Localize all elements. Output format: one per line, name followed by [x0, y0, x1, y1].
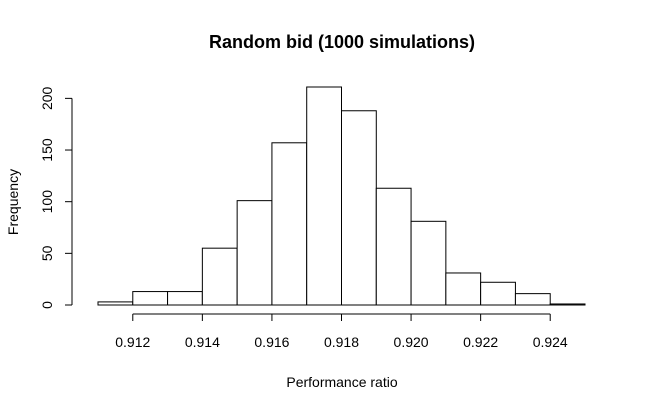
- histogram-bar: [445, 272, 482, 306]
- y-tick-label: 100: [39, 190, 55, 214]
- y-tick-label: 200: [39, 86, 55, 110]
- histogram-bar: [167, 291, 203, 306]
- x-tick-label: 0.924: [533, 334, 568, 350]
- histogram-bar: [549, 303, 586, 306]
- x-axis: 0.912 0.914 0.916 0.918 0.920 0.922 0.924: [115, 313, 568, 350]
- histogram-bar: [514, 293, 551, 306]
- x-tick-label: 0.914: [185, 334, 220, 350]
- y-axis-label: Frequency: [5, 169, 21, 235]
- bars-group: [97, 86, 586, 306]
- histogram-bar: [341, 110, 377, 306]
- histogram-bar: [375, 187, 412, 306]
- histogram-bar: [410, 220, 447, 306]
- histogram-bar: [480, 281, 516, 306]
- x-tick-label: 0.920: [394, 334, 429, 350]
- y-tick-label: 0: [39, 301, 55, 309]
- histogram-bar: [201, 247, 238, 306]
- x-tick-label: 0.912: [115, 334, 150, 350]
- histogram-bar: [97, 301, 134, 306]
- histogram-bar: [306, 86, 343, 306]
- x-tick-label: 0.922: [463, 334, 498, 350]
- chart-title: Random bid (1000 simulations): [209, 32, 475, 52]
- y-tick-label: 50: [39, 245, 55, 261]
- histogram-bar: [132, 291, 169, 306]
- x-axis-label: Performance ratio: [286, 374, 397, 390]
- y-axis: 0 50 100 150 200: [39, 86, 73, 309]
- histogram-bar: [271, 142, 308, 306]
- x-tick-label: 0.916: [254, 334, 289, 350]
- x-tick-label: 0.918: [324, 334, 359, 350]
- histogram-bar: [236, 200, 273, 306]
- y-tick-label: 150: [39, 138, 55, 162]
